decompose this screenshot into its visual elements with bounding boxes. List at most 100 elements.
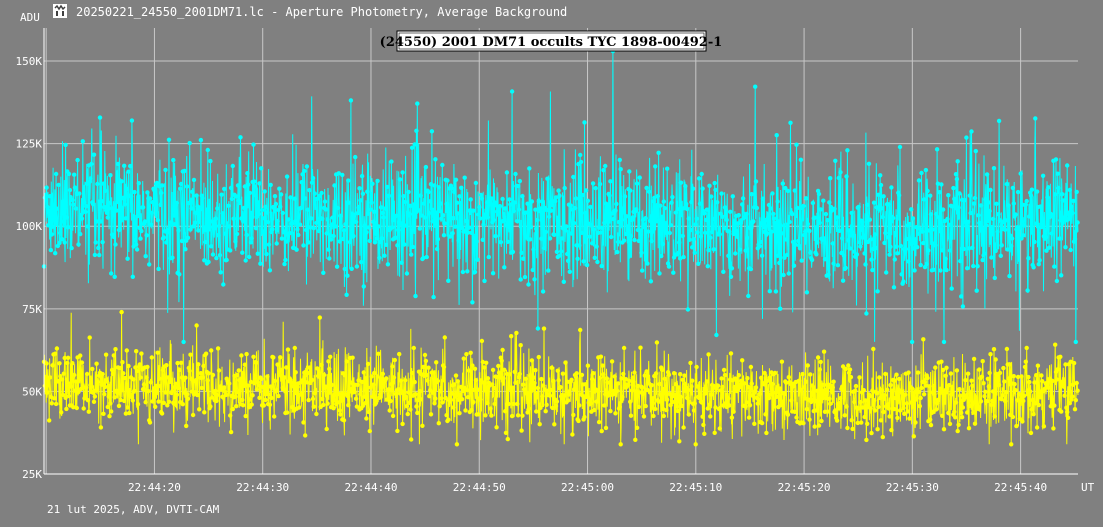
data-point xyxy=(121,195,126,200)
data-point xyxy=(373,231,379,236)
data-point xyxy=(506,214,511,219)
data-point xyxy=(729,415,735,420)
data-point xyxy=(405,411,410,417)
data-point xyxy=(476,212,481,217)
data-point xyxy=(110,206,116,211)
data-point xyxy=(1030,397,1035,403)
data-point xyxy=(733,376,738,381)
data-point xyxy=(978,221,983,226)
data-point xyxy=(978,203,984,208)
data-point xyxy=(1041,424,1047,429)
data-point xyxy=(284,365,289,370)
data-point xyxy=(786,271,791,276)
data-point xyxy=(903,392,908,397)
y-tick-label: 150K xyxy=(16,55,43,68)
data-point xyxy=(196,228,201,233)
data-point xyxy=(230,163,235,169)
data-point xyxy=(44,185,49,190)
data-point xyxy=(843,265,848,271)
data-point xyxy=(422,201,427,206)
data-point xyxy=(246,383,251,388)
data-point xyxy=(1063,245,1068,250)
data-point xyxy=(504,170,510,175)
data-point xyxy=(656,150,661,155)
data-point xyxy=(991,347,997,352)
data-point xyxy=(495,374,500,380)
data-point xyxy=(579,230,585,235)
data-point xyxy=(321,402,326,408)
data-point xyxy=(389,159,394,164)
data-point xyxy=(1029,187,1035,192)
data-point xyxy=(519,250,524,255)
data-point xyxy=(437,404,442,409)
data-point xyxy=(192,378,198,384)
data-point xyxy=(90,366,95,372)
data-point xyxy=(478,192,484,198)
data-point xyxy=(973,148,978,154)
data-point xyxy=(574,371,579,376)
data-point xyxy=(184,392,190,397)
data-point xyxy=(819,418,824,424)
data-point xyxy=(728,209,733,214)
data-point xyxy=(1003,398,1008,404)
data-point xyxy=(490,271,496,276)
data-point xyxy=(650,401,655,406)
data-point xyxy=(575,256,580,261)
data-point xyxy=(506,401,511,407)
data-point xyxy=(748,266,754,272)
data-point xyxy=(384,376,389,381)
data-point xyxy=(1021,223,1027,228)
data-point xyxy=(1015,374,1021,380)
data-point xyxy=(190,412,196,418)
data-point xyxy=(427,394,432,399)
data-point xyxy=(765,215,771,220)
data-point xyxy=(804,406,810,412)
y-tick-label: 50K xyxy=(22,385,42,398)
data-point xyxy=(582,120,587,125)
data-point xyxy=(989,402,994,408)
data-point xyxy=(878,182,884,188)
data-point xyxy=(950,204,955,209)
data-point xyxy=(950,390,955,395)
data-point xyxy=(347,389,352,394)
data-point xyxy=(985,218,991,223)
data-point xyxy=(608,408,613,414)
data-point xyxy=(1037,389,1042,394)
data-point xyxy=(153,404,158,409)
data-point xyxy=(161,235,166,240)
data-point xyxy=(465,387,470,393)
data-point xyxy=(266,242,272,247)
data-point xyxy=(479,196,485,201)
data-point xyxy=(295,227,300,232)
data-point xyxy=(234,231,240,237)
data-point xyxy=(1040,173,1046,178)
data-point xyxy=(659,214,665,219)
data-point xyxy=(303,227,309,233)
data-point xyxy=(539,376,544,382)
window-title: 20250221_24550_2001DM71.lc - Aperture Ph… xyxy=(76,5,568,19)
data-point xyxy=(272,378,278,384)
data-point xyxy=(241,205,247,211)
data-point xyxy=(722,372,728,378)
data-point xyxy=(128,194,134,199)
data-point xyxy=(1034,221,1039,226)
data-point xyxy=(763,412,768,417)
data-point xyxy=(845,148,850,153)
data-point xyxy=(964,395,969,400)
data-point xyxy=(554,399,560,404)
data-point xyxy=(478,216,483,221)
data-point xyxy=(570,432,575,437)
data-point xyxy=(228,429,234,435)
data-point xyxy=(999,243,1004,248)
data-point xyxy=(581,259,586,264)
data-point xyxy=(909,207,914,212)
data-point xyxy=(512,369,517,375)
data-point xyxy=(553,195,559,200)
data-point xyxy=(235,390,241,395)
data-point xyxy=(316,374,322,379)
data-point xyxy=(861,388,866,393)
data-point xyxy=(1056,185,1061,191)
data-point xyxy=(257,181,262,186)
data-point xyxy=(1072,236,1078,242)
data-point xyxy=(472,269,478,275)
